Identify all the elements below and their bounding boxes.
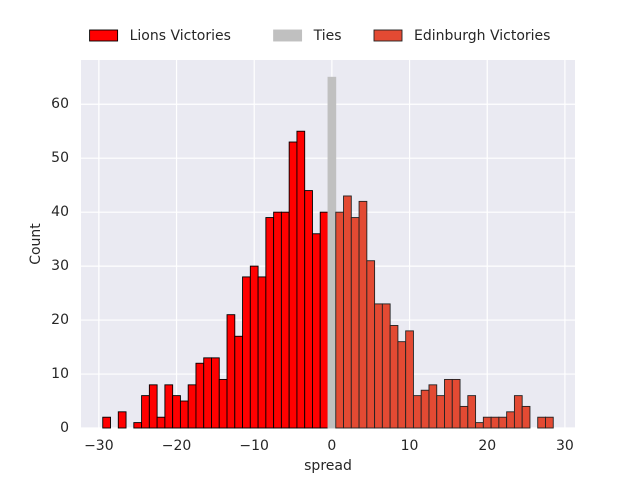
bar — [265, 217, 275, 429]
bar — [141, 395, 150, 429]
bar — [358, 200, 368, 429]
bar — [498, 416, 508, 429]
bar — [537, 416, 546, 429]
y-tick-label: 60 — [51, 96, 69, 112]
legend-label: Ties — [313, 28, 342, 44]
bar — [319, 211, 329, 429]
bar — [179, 400, 189, 429]
x-axis-label: spread — [304, 458, 352, 474]
bar — [304, 190, 313, 429]
bar — [436, 395, 445, 429]
bar — [350, 217, 360, 429]
y-tick-label: 30 — [51, 258, 69, 274]
bar — [172, 395, 181, 429]
bar — [211, 357, 220, 429]
bar — [288, 141, 298, 429]
bar — [366, 260, 376, 429]
bar — [257, 276, 267, 429]
bar — [156, 416, 166, 429]
bar — [234, 335, 244, 429]
bar — [545, 416, 554, 429]
x-tick-label: 20 — [478, 438, 496, 454]
y-tick-label: 0 — [60, 420, 69, 436]
bar — [513, 395, 523, 429]
bar — [335, 211, 344, 429]
bar — [226, 314, 236, 429]
bar — [148, 384, 158, 429]
bar — [459, 405, 469, 429]
y-tick-label: 40 — [51, 204, 69, 220]
bar — [482, 416, 492, 429]
x-tick-label: −20 — [162, 438, 192, 454]
bar — [195, 362, 205, 429]
bar — [312, 233, 321, 429]
bar — [381, 303, 391, 429]
bar — [296, 130, 306, 429]
bar — [412, 395, 422, 429]
bar — [249, 265, 259, 429]
x-tick-label: 30 — [556, 438, 574, 454]
bar — [389, 325, 399, 429]
legend-patch — [273, 29, 303, 42]
x-tick-label: −30 — [84, 438, 114, 454]
bar — [521, 405, 531, 429]
bar — [117, 411, 127, 429]
bar — [102, 416, 111, 429]
bar — [467, 395, 477, 429]
x-tick-label: 0 — [327, 438, 336, 454]
bar — [273, 211, 282, 429]
bar — [242, 276, 251, 429]
bar — [451, 378, 461, 429]
y-tick-label: 10 — [51, 366, 69, 382]
bar — [327, 76, 337, 429]
legend-patch — [89, 29, 119, 42]
bar — [428, 384, 438, 429]
y-tick-label: 50 — [51, 150, 69, 166]
y-tick-label: 20 — [51, 312, 69, 328]
bar — [490, 416, 500, 429]
bar — [203, 357, 212, 429]
legend-label: Edinburgh Victories — [414, 28, 550, 44]
y-axis-label: Count — [28, 223, 44, 265]
bar — [444, 378, 453, 429]
bar — [405, 330, 414, 429]
bar — [343, 195, 352, 429]
bar — [374, 303, 383, 429]
x-tick-label: −10 — [239, 438, 269, 454]
bar — [133, 422, 143, 429]
bar — [475, 422, 484, 429]
legend-label: Lions Victories — [130, 28, 231, 44]
bar — [420, 389, 430, 429]
bar — [397, 341, 407, 429]
bar — [187, 384, 197, 429]
bar — [164, 384, 174, 429]
x-tick-label: 10 — [401, 438, 419, 454]
bar — [218, 378, 228, 429]
legend-patch — [373, 29, 403, 42]
bar — [280, 211, 290, 429]
bar — [506, 411, 515, 429]
